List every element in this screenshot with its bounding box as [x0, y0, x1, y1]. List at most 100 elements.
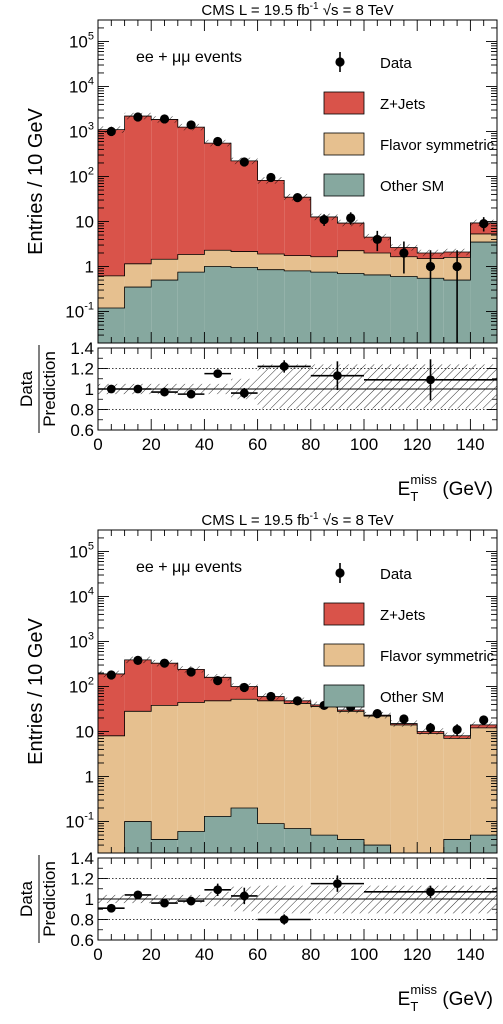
bar [443, 738, 471, 840]
series-other-sm [124, 807, 497, 853]
bar [151, 663, 178, 706]
data-point [479, 218, 489, 229]
data-point [266, 691, 276, 702]
legend-swatch [323, 132, 365, 156]
bar [151, 705, 178, 840]
ratio-point [239, 388, 249, 398]
bar [177, 831, 205, 853]
data-point [186, 120, 196, 130]
ratio-point [213, 885, 223, 895]
bar [151, 119, 178, 260]
legend-swatch [323, 684, 365, 708]
data-point [133, 112, 143, 122]
data-point [292, 696, 303, 706]
stack-outline-1 [98, 241, 497, 309]
chart-panel-2: CMS L = 19.5 fb-1 √s = 8 TeV10-111010210… [17, 511, 498, 1014]
ratio-panel: 0.60.8 11.2 1.4 Data Prediction [17, 849, 498, 950]
bar [310, 256, 338, 273]
bar [124, 263, 152, 288]
legend-label: Flavor symmetric [380, 137, 495, 154]
data-series [106, 112, 489, 343]
ratio-y-tick-label: 1.2 [70, 870, 94, 889]
ratio-point [133, 890, 143, 900]
y-axis-label: Entries / 10 GeV [25, 107, 47, 254]
ratio-y-tick-label: 0.8 [70, 401, 94, 420]
bar [124, 287, 152, 343]
y-tick-label: 10 [75, 723, 94, 742]
y-tick-label: 1 [85, 258, 94, 277]
header-energy: s = 8 TeV [331, 512, 394, 529]
x-axis-label: ETmiss (GeV) [398, 472, 493, 504]
bar [151, 839, 178, 853]
y-axis: 10-1 1 10 102 103 104 105 [65, 529, 497, 854]
x-tick-label: 20 [142, 945, 161, 964]
y-tick-label: 10-1 [65, 811, 94, 832]
ratio-y-tick-label: 1 [85, 890, 94, 909]
bar [257, 269, 285, 343]
ratio-point [160, 898, 169, 908]
bar [124, 659, 152, 712]
bar [231, 699, 258, 808]
x-tick-label: 60 [248, 945, 267, 964]
legend-label: Z+Jets [380, 607, 425, 624]
bar [204, 700, 231, 817]
legend: Data Z+Jets Flavor symmetric Other SM [323, 52, 495, 197]
data-point [425, 261, 436, 272]
x-axis: 0 20 40 60 80 100 120 140 ETmiss (GeV) [93, 20, 498, 504]
ratio-label-numerator: Data [17, 371, 36, 407]
data-point [239, 157, 249, 167]
x-axis: 0 20 40 60 80 100 120 140 ETmiss (GeV) [93, 530, 498, 1014]
ratio-point [213, 369, 223, 379]
x-tick-label: 60 [248, 435, 267, 454]
bar [257, 253, 285, 270]
bar [151, 259, 178, 281]
x-tick-label: 140 [456, 945, 484, 964]
ratio-point [160, 387, 169, 397]
bar [177, 127, 205, 255]
stack-outline-2 [98, 233, 497, 277]
data-point [372, 709, 382, 719]
bar [470, 727, 497, 836]
legend-label: Data [380, 55, 412, 72]
bar [284, 197, 311, 256]
ratio-y-tick-label: 1.2 [70, 360, 94, 379]
bar [364, 274, 391, 343]
bar [390, 276, 418, 343]
header-energy: s = 8 TeV [331, 2, 394, 19]
annotation-label: ee + μμ events [136, 559, 242, 576]
ratio-point [426, 887, 435, 897]
data-point [213, 676, 223, 686]
legend-data-marker [335, 568, 345, 578]
bar [364, 252, 391, 275]
data-point [239, 682, 249, 693]
data-point [452, 725, 462, 735]
legend-swatch [323, 602, 365, 626]
header-lumi: L = 19.5 fb [239, 2, 310, 19]
series-flavor-symmetric [98, 699, 497, 853]
y-tick-label: 104 [69, 585, 94, 606]
y-tick-label: 102 [69, 676, 94, 697]
x-tick-label: 20 [142, 435, 161, 454]
data-point [186, 667, 196, 677]
x-tick-label: 80 [301, 435, 320, 454]
y-tick-label: 102 [69, 166, 94, 187]
bar [364, 716, 391, 846]
legend-data-marker [335, 57, 345, 67]
x-tick-label: 100 [350, 945, 378, 964]
ratio-point [239, 891, 249, 901]
y-axis: 10-1 1 10 102 103 104 105 [65, 19, 497, 344]
data-point [292, 192, 303, 203]
bar [310, 272, 338, 343]
bar [284, 270, 311, 343]
bar [124, 116, 152, 264]
bar [231, 160, 258, 252]
ratio-label-denominator: Prediction [40, 861, 59, 937]
x-tick-label: 140 [456, 435, 484, 454]
bar [337, 839, 364, 853]
series-flavor-symmetric [98, 233, 497, 308]
x-axis-label: ETmiss (GeV) [398, 982, 493, 1014]
ratio-point [426, 375, 435, 385]
bar [151, 280, 178, 343]
bar [204, 250, 231, 267]
